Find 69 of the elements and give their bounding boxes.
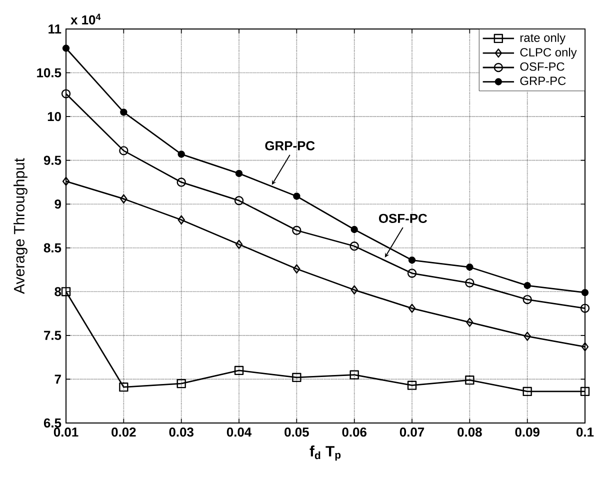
- point: [524, 282, 531, 290]
- x-tick-label: 0.01: [54, 427, 78, 437]
- x-tick-label: 0.05: [284, 427, 309, 437]
- annotation: GRP-PC: [265, 141, 315, 150]
- point: [293, 264, 300, 274]
- point: [234, 366, 244, 376]
- annotation: OSF-PC: [378, 214, 428, 223]
- legend-label: CLPC only: [520, 48, 577, 59]
- point: [178, 215, 185, 224]
- point: [119, 382, 128, 392]
- x-tick-label: 0.03: [169, 427, 194, 437]
- y-tick-label: 7: [54, 374, 61, 384]
- point: [350, 242, 359, 251]
- point: [581, 342, 589, 352]
- y-axis-title: Average Throughput: [14, 158, 28, 294]
- x-axis-title: f$_{d}$ T$_{p}$: [310, 446, 341, 461]
- x-tick-label: 0.1: [576, 427, 594, 437]
- point: [580, 304, 590, 313]
- point: [119, 146, 128, 156]
- point: [120, 194, 128, 204]
- y-tick-label: 8.5: [44, 243, 62, 252]
- point: [178, 150, 185, 158]
- x-tick-label: 0.02: [112, 427, 136, 437]
- point: [61, 287, 71, 296]
- point: [407, 268, 417, 278]
- point: [292, 372, 302, 382]
- y-tick-label: 6.5: [44, 418, 62, 428]
- point: [62, 176, 70, 186]
- point: [292, 226, 302, 235]
- point: [61, 89, 71, 98]
- point: [407, 380, 417, 390]
- point: [522, 386, 532, 396]
- point: [350, 370, 359, 380]
- point: [466, 264, 474, 271]
- point: [408, 256, 416, 264]
- point: [235, 240, 243, 249]
- point: [234, 196, 244, 206]
- point: [581, 288, 589, 296]
- point: [350, 285, 358, 294]
- x-tick-label: 0.06: [342, 427, 366, 437]
- x-tick-label: 0.07: [400, 427, 424, 437]
- text: x 10$^{4}$: [70, 14, 101, 24]
- legend-label: GRP-PC: [520, 76, 566, 86]
- point: [466, 318, 474, 327]
- point: [408, 304, 416, 313]
- x-tick-label: 0.04: [226, 427, 252, 437]
- point: [465, 278, 474, 288]
- y-tick-label: 8: [54, 287, 62, 296]
- point: [580, 386, 590, 396]
- point: [524, 332, 531, 341]
- point: [176, 379, 186, 388]
- point: [62, 44, 70, 52]
- point: [293, 192, 300, 200]
- x-tick-label: 0.08: [458, 427, 482, 437]
- point: [235, 170, 243, 178]
- legend-label: rate only: [520, 33, 566, 44]
- legend-label: OSF-PC: [520, 62, 564, 71]
- point: [522, 294, 532, 304]
- y-tick-label: 9.5: [44, 156, 62, 165]
- point: [176, 178, 186, 187]
- point: [350, 226, 358, 234]
- y-tick-label: 9: [54, 200, 62, 209]
- y-tick-label: 10.5: [37, 68, 62, 78]
- y-tick-label: 10: [48, 112, 61, 122]
- point: [120, 108, 128, 116]
- x-tick-label: 0.09: [515, 427, 540, 437]
- point: [465, 375, 474, 385]
- y-tick-label: 7.5: [44, 330, 62, 340]
- y-tick-label: 11: [48, 24, 62, 34]
